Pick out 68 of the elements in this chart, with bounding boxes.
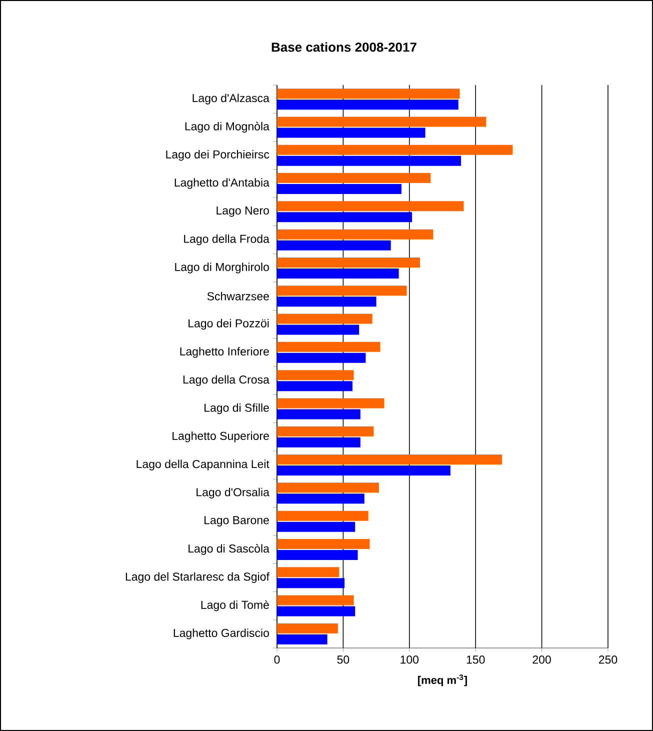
bar bbox=[276, 398, 384, 408]
bar bbox=[276, 184, 402, 194]
y-tick-label: Lago d'Alzasca bbox=[192, 94, 270, 104]
y-tick-label: Lago di Morghirolo bbox=[175, 262, 269, 274]
bar bbox=[276, 144, 513, 155]
bar bbox=[276, 494, 364, 504]
bar bbox=[276, 370, 354, 380]
bar bbox=[276, 550, 358, 560]
bar bbox=[276, 257, 420, 268]
y-tick-label: Lago di Tomè bbox=[201, 600, 269, 612]
bar bbox=[276, 352, 366, 363]
bar bbox=[276, 240, 391, 250]
bar bbox=[276, 116, 486, 127]
y-tick-label: Laghetto d'Antabia bbox=[174, 178, 270, 189]
x-axis-title: [meq m$^{-3}$] bbox=[418, 674, 467, 686]
y-tick-label: Laghetto Gardiscio bbox=[174, 628, 269, 640]
bar bbox=[276, 567, 340, 578]
bar bbox=[276, 324, 360, 335]
bar bbox=[276, 128, 426, 138]
bar bbox=[276, 510, 368, 521]
bar bbox=[276, 466, 450, 476]
x-tick-label: 0 bbox=[274, 656, 280, 664]
bar bbox=[276, 482, 379, 493]
bar bbox=[276, 454, 502, 465]
bar bbox=[276, 100, 458, 110]
bar bbox=[276, 595, 354, 606]
y-tick-label: Lago della Capannina Leit bbox=[136, 460, 270, 470]
bar bbox=[276, 426, 374, 436]
bar bbox=[276, 88, 460, 99]
bar bbox=[276, 229, 434, 240]
x-tick-label: 200 bbox=[532, 656, 551, 664]
bar bbox=[276, 156, 462, 166]
bar bbox=[276, 212, 412, 222]
x-tick-label: 250 bbox=[598, 656, 618, 664]
y-tick-label: Lago della Froda bbox=[184, 234, 270, 246]
bar bbox=[276, 578, 345, 588]
y-tick-label: Lago dei Pozzöi bbox=[188, 318, 269, 330]
chart-title: Base cations 2008-2017 bbox=[272, 42, 416, 52]
bar bbox=[276, 381, 352, 392]
x-tick-label: 150 bbox=[466, 656, 485, 664]
bar bbox=[276, 201, 464, 212]
y-tick-label: Laghetto Superiore bbox=[172, 432, 269, 442]
y-tick-label: Schwarzsee bbox=[207, 292, 269, 300]
y-tick-label: Lago di Mognòla bbox=[185, 122, 270, 133]
y-tick-label: Lago della Crosa bbox=[183, 375, 270, 386]
bar bbox=[276, 286, 407, 296]
y-tick-label: Lago d'Orsalia bbox=[196, 488, 270, 499]
bar bbox=[276, 606, 356, 616]
bar bbox=[276, 296, 376, 307]
bar bbox=[276, 314, 372, 324]
x-tick-label: 100 bbox=[400, 656, 419, 664]
bar bbox=[276, 522, 356, 532]
bar bbox=[276, 634, 328, 644]
bar bbox=[276, 409, 360, 420]
bar bbox=[276, 173, 431, 184]
bar bbox=[276, 342, 380, 352]
y-tick-label: Lago del Starlaresc da Sgiof bbox=[126, 572, 270, 583]
x-tick-label: 50 bbox=[337, 656, 350, 664]
y-tick-label: Lago Nero bbox=[216, 206, 269, 217]
y-tick-label: Lago di Sascòla bbox=[188, 544, 270, 555]
bar bbox=[276, 268, 399, 278]
bar bbox=[276, 538, 370, 549]
y-tick-label: Lago Barone bbox=[204, 516, 269, 526]
y-tick-label: Laghetto Inferiore bbox=[180, 347, 269, 358]
bar bbox=[276, 623, 338, 634]
bar bbox=[276, 437, 360, 448]
y-tick-label: Lago dei Porchieirsc bbox=[166, 150, 270, 161]
y-tick-label: Lago di Sfille bbox=[204, 403, 269, 414]
